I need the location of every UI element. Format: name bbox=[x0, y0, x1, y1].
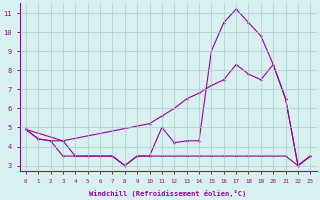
X-axis label: Windchill (Refroidissement éolien,°C): Windchill (Refroidissement éolien,°C) bbox=[90, 190, 247, 197]
